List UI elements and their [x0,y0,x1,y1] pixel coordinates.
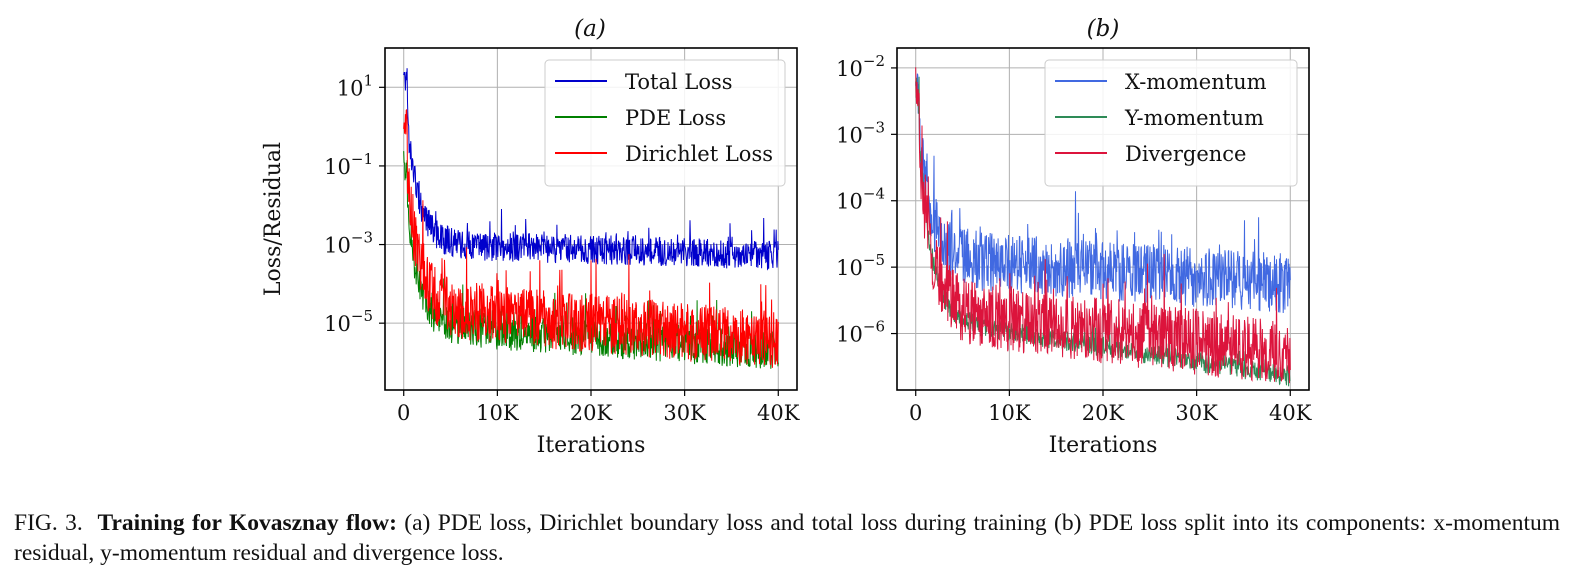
y-axis-a: 101 10−1 10−3 10−5 [324,71,385,336]
legend-a: Total Loss PDE Loss Dirichlet Loss [544,59,786,187]
x-tick-label: 30K [1175,401,1218,425]
series-line-divergence [915,67,1291,384]
x-axis-a: 0 10K 20K 30K 40K [397,390,800,425]
x-tick-label: 0 [909,401,922,425]
chart-panel-a: (a) 0 10K 20K 30K 40K 101 10−1 10−3 10−5 Iterat… [261,16,800,458]
y-tick-label: 10−6 [836,318,885,347]
y-axis-b: 10−2 10−3 10−4 10−5 10−6 [836,52,897,347]
x-axis-b: 0 10K 20K 30K 40K [909,390,1312,425]
figure: (a) 0 10K 20K 30K 40K 101 10−1 10−3 10−5 Iterat… [261,16,1312,458]
y-tick-label: 10−5 [836,251,885,280]
y-tick-label: 101 [337,71,373,100]
panel-title-a: (a) [574,16,606,42]
series-group-b [915,67,1291,387]
legend-label: Dirichlet Loss [625,142,773,166]
legend-box [1044,59,1298,187]
series-group-a [403,68,779,369]
x-tick-label: 10K [988,401,1031,425]
figure-caption: FIG. 3. Training for Kovasznay flow: (a)… [14,508,1560,568]
caption-prefix: FIG. 3. [14,510,83,536]
caption-text: (a) PDE loss, Dirichlet boundary loss an… [14,510,1561,566]
legend-b: X-momentum Y-momentum Divergence [1044,59,1298,187]
y-tick-label: 10−1 [324,150,373,179]
series-line-dirichlet-loss [403,109,779,368]
x-tick-label: 30K [663,401,706,425]
series-line-y-momentum [915,76,1291,387]
legend-label: Y-momentum [1124,106,1264,130]
y-tick-label: 10−4 [836,185,885,214]
legend-label: Total Loss [625,70,733,94]
y-axis-label-a: Loss/Residual [261,142,286,296]
x-tick-label: 10K [476,401,519,425]
panel-title-b: (b) [1087,16,1120,42]
x-tick-label: 40K [757,401,800,425]
x-tick-label: 0 [397,401,410,425]
x-axis-label-a: Iterations [537,433,646,458]
y-tick-label: 10−3 [836,118,885,147]
caption-bold-title: Training for Kovasznay flow: [97,510,397,536]
legend-label: PDE Loss [625,106,726,130]
x-tick-label: 20K [570,401,613,425]
chart-panel-b: (b) 0 10K 20K 30K 40K 10−2 10−3 10−4 10−5 10−6 I… [836,16,1312,458]
y-tick-label: 10−5 [324,307,373,336]
legend-label: Divergence [1125,142,1246,166]
legend-box [544,59,786,187]
y-tick-label: 10−2 [836,52,885,81]
x-tick-label: 40K [1269,401,1312,425]
y-tick-label: 10−3 [324,229,373,258]
x-tick-label: 20K [1082,401,1125,425]
legend-label: X-momentum [1125,70,1267,94]
x-axis-label-b: Iterations [1049,433,1158,458]
